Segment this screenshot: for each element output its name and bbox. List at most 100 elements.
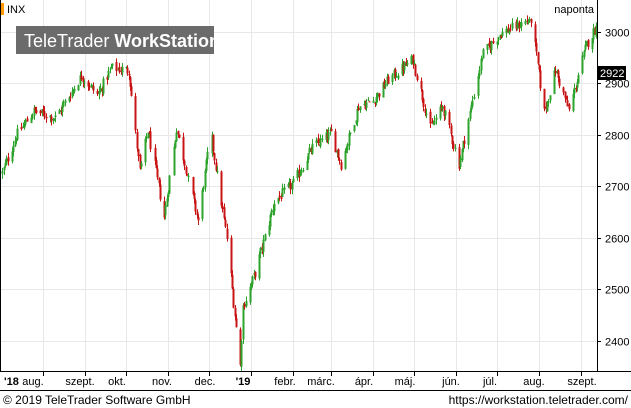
candle-body [425,113,428,115]
candle-body [139,154,142,169]
candle [258,251,261,281]
candle-body [573,87,576,94]
candle [539,65,542,91]
candle [501,27,504,38]
candle [300,167,303,176]
candles [1,15,598,372]
last-value-text: 2922 [600,68,624,80]
candle-body [338,159,341,162]
candle [196,209,199,219]
candle [221,201,224,213]
candle [394,67,397,81]
candle [31,113,34,120]
candle [441,104,444,112]
candle-body [68,97,71,101]
candle-body [375,97,378,104]
candle-body [348,133,351,146]
candle-body [224,219,227,227]
candle-body [315,140,318,143]
candle-body [23,123,26,128]
candle [53,118,56,122]
candle [278,191,281,201]
candle-body [518,22,521,29]
candle [353,124,356,133]
candle [178,134,181,139]
candle [251,275,254,288]
candle-body [520,22,523,27]
candle [413,59,416,66]
candle-body [106,76,109,80]
candle-body [173,146,176,176]
candle-body [245,301,248,307]
candle-body [469,110,472,120]
candle-body [296,170,299,179]
candle-body [215,162,218,171]
candle-body [353,125,356,132]
candle-body [497,36,500,41]
candle [368,101,371,103]
candle-body [144,138,147,163]
candle [573,83,576,99]
candle-body [539,70,542,89]
candle-body [192,177,195,195]
candle [422,97,425,112]
x-tick-label: '18 [4,376,19,388]
candle-body [250,283,253,289]
candle [204,168,207,192]
candle [243,301,246,310]
candle [367,97,370,101]
candle-body [420,80,423,89]
candle-body [31,115,34,119]
candle [68,96,71,103]
candle-body [546,101,549,112]
candle-body [356,108,359,123]
candle [565,95,568,100]
footer-url[interactable]: https://workstation.teletrader.com/ [449,393,629,407]
candle-body [11,151,14,162]
candle-body [490,41,493,51]
candle-body [12,145,15,152]
candle-body [159,184,162,200]
x-tick-label: dec. [195,376,216,388]
candle [558,76,561,89]
candle-body [477,76,480,96]
candle [289,178,292,195]
candle [481,57,484,62]
candle [43,106,46,120]
candle [496,40,499,49]
candle-body [26,118,29,122]
candle-body [34,106,37,111]
candle-body [109,68,112,70]
candle [450,123,453,137]
candle-body [440,106,443,108]
candle [505,25,508,38]
footer-copyright: © 2019 TeleTrader Software GmbH [3,393,191,407]
candle-body [471,100,474,107]
candle [73,85,76,94]
candle-body [291,183,294,190]
candle [490,40,493,55]
candle [50,114,53,126]
candle-body [321,138,324,140]
candle [566,95,569,107]
candle [537,51,540,66]
candle-body [384,84,387,88]
candle-body [441,107,444,109]
candle-body [155,160,158,168]
candle-body [565,98,568,100]
candle [283,183,286,194]
candle [175,128,178,142]
candle-body [92,86,95,91]
candle-body [492,41,495,43]
candle [547,98,550,107]
candle-body [268,225,271,235]
x-tick-label: '19 [236,376,251,388]
candle [534,21,537,47]
candle [234,304,237,321]
candle [240,339,243,372]
candle-body [547,101,550,103]
candle [224,216,227,228]
candle-body [264,234,267,241]
candle [96,88,99,97]
